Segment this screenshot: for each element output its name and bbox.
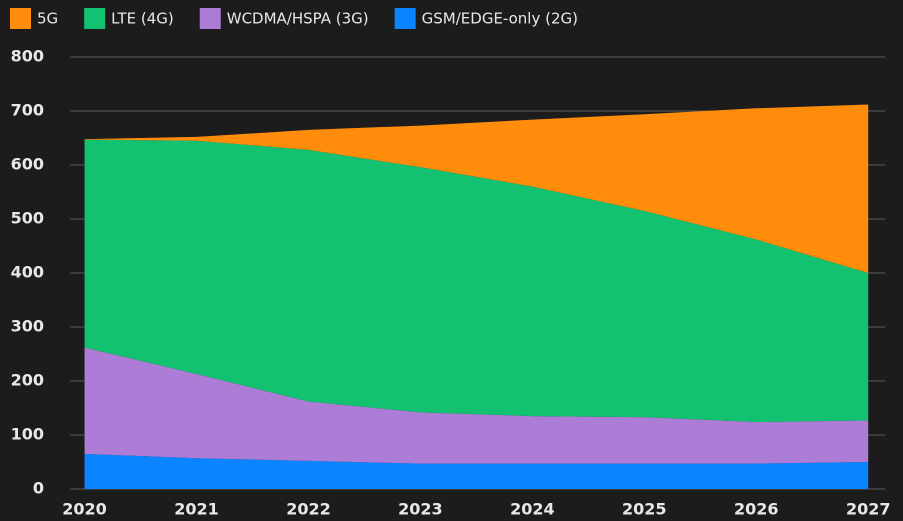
y-tick-label: 500	[11, 209, 44, 228]
x-tick-label: 2022	[286, 500, 331, 519]
x-tick-label: 2024	[510, 500, 555, 519]
legend-label: WCDMA/HSPA (3G)	[227, 10, 369, 28]
legend-swatch	[84, 8, 106, 29]
legend-label: 5G	[37, 10, 58, 28]
x-tick-label: 2021	[174, 500, 219, 519]
x-tick-label: 2026	[734, 500, 779, 519]
x-tick-label: 2020	[62, 500, 107, 519]
x-tick-label: 2025	[622, 500, 667, 519]
legend-label: GSM/EDGE-only (2G)	[422, 10, 578, 28]
y-tick-label: 400	[11, 263, 44, 282]
x-tick-label: 2027	[846, 500, 891, 519]
area	[84, 104, 869, 274]
y-tick-label: 100	[11, 425, 44, 444]
legend-label: LTE (4G)	[111, 10, 174, 28]
area	[84, 139, 869, 423]
legend-swatch	[199, 8, 221, 29]
area	[84, 453, 869, 489]
y-tick-label: 800	[11, 47, 44, 66]
y-tick-label: 200	[11, 371, 44, 390]
y-tick-label: 600	[11, 155, 44, 174]
legend-swatch	[394, 8, 416, 29]
x-tick-label: 2023	[398, 500, 443, 519]
area	[84, 347, 869, 464]
y-tick-label: 0	[33, 479, 44, 498]
legend-swatch	[10, 8, 31, 29]
y-tick-label: 700	[11, 101, 44, 120]
y-tick-label: 300	[11, 317, 44, 336]
